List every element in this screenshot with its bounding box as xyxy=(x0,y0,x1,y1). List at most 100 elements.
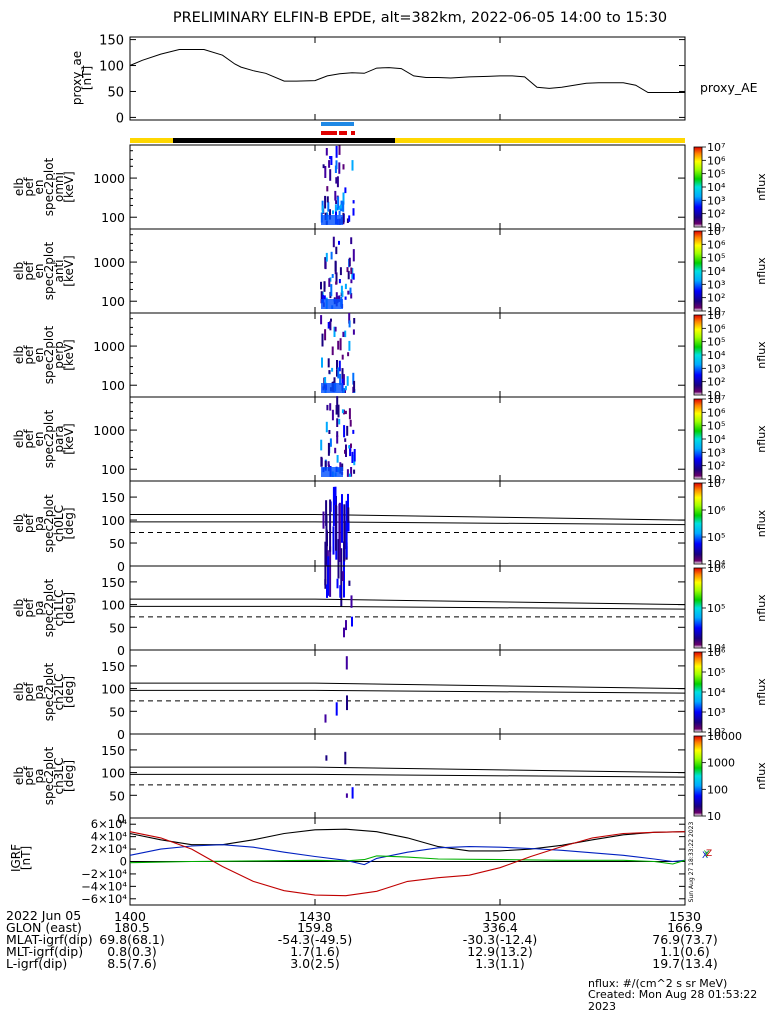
ylabel-line: anti xyxy=(52,260,66,283)
pitch-angle-pixel xyxy=(329,499,332,552)
footer-row-label: L-igrf(dip) xyxy=(6,956,68,971)
spectrogram-pixel xyxy=(324,195,327,209)
ylabel-line: elb xyxy=(12,262,26,280)
spectrogram-pixel xyxy=(344,438,347,442)
spectrogram-pixel xyxy=(344,386,347,391)
spectrogram-pixel xyxy=(330,284,333,297)
spectrogram-pixel xyxy=(325,148,328,156)
footer-value: 3.0(2.5) xyxy=(290,956,340,971)
spectrogram-pixel xyxy=(337,196,340,209)
colorbar xyxy=(693,314,703,396)
spectrogram-pixel xyxy=(327,322,330,329)
ylabel-line: en xyxy=(32,348,46,363)
spectrogram-pixel xyxy=(339,373,342,385)
ylabel-line: perp xyxy=(52,341,66,369)
colorbar-tick-label: 10 xyxy=(707,221,721,234)
colorbar-tick-label: 10³ xyxy=(707,706,725,719)
spectrogram-pixel xyxy=(325,421,328,433)
spectrogram-pixel xyxy=(353,380,356,393)
science-zone-bar-black xyxy=(173,138,395,143)
colorbar-label: nflux xyxy=(755,762,768,790)
pitch-angle-pixel xyxy=(326,584,328,598)
ylabel-line: pef xyxy=(22,177,36,197)
proxy-ae-line xyxy=(129,49,685,93)
y-tick-label: −2×10⁴ xyxy=(81,867,127,881)
spectrogram-pixel xyxy=(348,340,351,351)
colorbar-label: nflux xyxy=(755,257,768,285)
spectrogram-pixel xyxy=(322,164,325,169)
y-axis-label: elbpefpaspec2plotch2LC[deg] xyxy=(12,662,76,721)
spectrogram-pixel xyxy=(336,396,339,409)
spectrogram-pixel xyxy=(341,368,344,380)
y-tick-label: 1000 xyxy=(93,423,125,438)
pitch-angle-pixel xyxy=(332,486,335,526)
spectrogram-pixel xyxy=(329,169,332,181)
spectrogram-pixel xyxy=(336,207,339,211)
loss-cone-line xyxy=(130,514,686,521)
colorbar-label: nflux xyxy=(755,594,768,622)
spectrogram-pixel xyxy=(350,279,353,284)
colorbar-tick-label: 10⁵ xyxy=(707,420,725,433)
spectrogram-pixel xyxy=(342,388,345,393)
spectrogram-pixel xyxy=(349,419,352,427)
ylabel-line: elb xyxy=(12,430,26,448)
spectrogram-pixel xyxy=(350,467,353,477)
ylabel-line: [keV] xyxy=(62,423,76,454)
created-stamp: Created: Mon Aug 28 01:53:22 2023 xyxy=(588,988,758,1013)
ylabel-line: elb xyxy=(12,599,26,617)
y-axis-label: elbpefpaspec2plotch3LC[deg] xyxy=(12,746,76,805)
colorbar-tick-label: 10⁴ xyxy=(707,349,726,362)
ylabel-line: spec2plot xyxy=(42,241,56,300)
pitch-angle-pixel xyxy=(338,502,341,562)
pitch-angle-pixel xyxy=(343,627,345,638)
spectrogram-pixel xyxy=(335,292,338,303)
y-axis-label: proxy_ae[nT] xyxy=(70,51,94,105)
pitch-angle-pixel xyxy=(345,500,348,558)
colorbar-tick-label: 10⁷ xyxy=(707,309,725,322)
y-tick-label: 100 xyxy=(101,682,125,697)
colorbar-tick-label: 10⁴ xyxy=(707,265,726,278)
spectrogram-pixel xyxy=(352,208,355,216)
spectrogram-pixel xyxy=(338,210,341,216)
spectrogram-pixel xyxy=(321,467,343,477)
pitch-angle-pixel xyxy=(345,793,348,798)
footer-date-label: 2022 Jun 05 xyxy=(6,908,82,923)
spectrogram-pixel xyxy=(334,447,337,454)
spectrogram-pixel xyxy=(344,283,347,290)
y-tick-label: 100 xyxy=(101,294,125,309)
footer-value: 159.8 xyxy=(297,920,333,935)
pitch-angle-pixel xyxy=(341,494,343,543)
spectrogram-pixel xyxy=(348,313,351,324)
spectrogram-pixel xyxy=(335,246,338,255)
spectrogram-pixel xyxy=(342,374,345,386)
ylabel-line: spec2plot xyxy=(42,578,56,637)
spectrogram-pixel xyxy=(337,404,340,418)
colorbar-tick-label: 10³ xyxy=(707,362,725,375)
spectrogram-pixel xyxy=(320,315,323,325)
ylabel-line: pef xyxy=(22,513,36,533)
spectrogram-pixel xyxy=(337,340,340,350)
plot-frame xyxy=(129,36,686,121)
spectrogram-pixel xyxy=(343,409,345,415)
science-zone-bar-yellow xyxy=(130,138,685,143)
footer-row-label: MLT-igrf(dip) xyxy=(6,944,84,959)
y-axis-label: elbpefpaspec2plotch0LC[deg] xyxy=(12,494,76,553)
spectrogram-pixel xyxy=(353,449,356,462)
colorbar-tick-label: 10² xyxy=(707,292,725,305)
spectrogram-pixel xyxy=(352,200,355,204)
spectrogram-pixel xyxy=(334,165,337,173)
loss-cone-line xyxy=(130,766,686,774)
panel-spec-perp: elbpefenspec2plotperp[keV] 1010²10³10⁴10⁵… xyxy=(12,309,768,402)
pitch-angle-pixel xyxy=(335,702,338,716)
ylabel-line: elb xyxy=(12,346,26,364)
colorbar-tick-label: 10⁴ xyxy=(707,181,726,194)
y-tick-label: −4×10⁴ xyxy=(81,879,127,893)
pitch-angle-pixel xyxy=(339,585,342,598)
loss-cone-line xyxy=(130,682,686,690)
ylabel-line: elb xyxy=(12,514,26,532)
spectrogram-pixel xyxy=(320,281,322,290)
spectrogram-pixel xyxy=(338,145,341,155)
colorbar-tick-label: 10 xyxy=(707,305,721,318)
spectrogram-pixel xyxy=(329,209,331,220)
